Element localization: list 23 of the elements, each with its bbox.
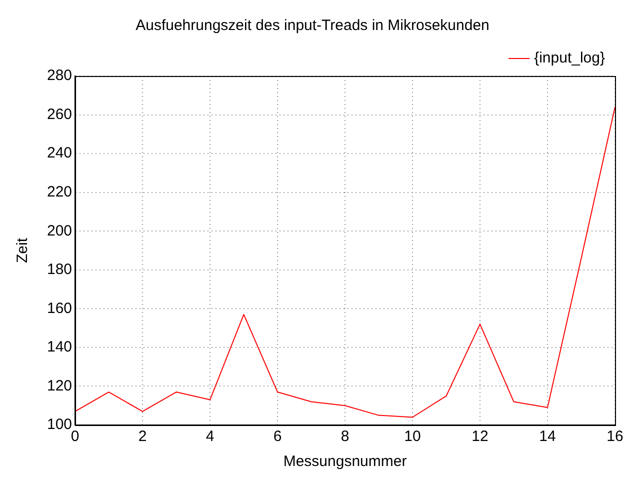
y-tick-label: 240 <box>46 144 72 162</box>
x-tick-label: 2 <box>138 428 147 446</box>
x-tick-label: 0 <box>70 428 80 446</box>
x-tick-label: 12 <box>472 428 488 446</box>
y-tick-label: 160 <box>46 300 72 317</box>
x-tick-label: 10 <box>404 428 421 446</box>
y-tick-label: 280 <box>46 67 72 84</box>
x-tick-label: 14 <box>539 428 556 446</box>
y-tick-label: 220 <box>46 183 72 200</box>
legend-label: {input_log} <box>534 50 605 67</box>
y-tick-label: 260 <box>46 106 72 123</box>
y-tick-label: 100 <box>46 416 72 434</box>
y-tick-label: 180 <box>46 261 72 278</box>
x-axis-title: Messungsnummer <box>283 453 407 470</box>
chart-title: Ausfuehrungszeit des input-Treads in Mikrosekunden <box>136 17 490 34</box>
x-tick-label: 6 <box>273 428 282 446</box>
y-tick-label: 120 <box>46 377 72 394</box>
y-axis-title: Zeit <box>14 237 32 264</box>
x-tick-label: 4 <box>206 428 214 446</box>
y-tick-label: 140 <box>46 338 72 356</box>
x-tick-label: 16 <box>606 428 624 446</box>
x-tick-label: 8 <box>340 428 350 446</box>
y-tick-label: 200 <box>46 222 72 240</box>
